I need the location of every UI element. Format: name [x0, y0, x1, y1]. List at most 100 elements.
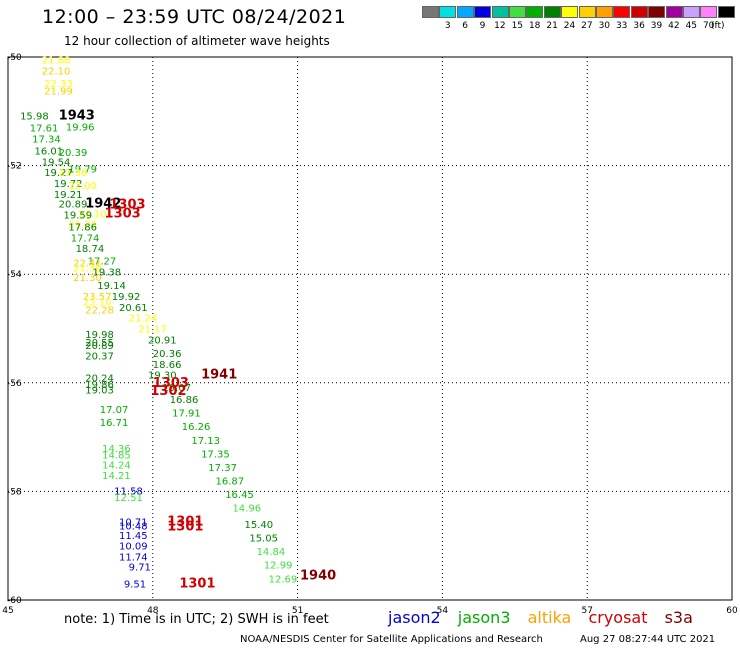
pass-time-label: 1301: [179, 577, 215, 592]
wave-height-label: 16.87: [216, 477, 245, 488]
wave-height-label: 19.72: [54, 179, 83, 190]
wave-height-label: 20.37: [85, 352, 114, 363]
legend-item-jason3: jason3: [457, 608, 511, 627]
wave-height-label: 19.14: [97, 281, 126, 292]
color-scale-swatch: [613, 6, 631, 18]
wave-height-label: 16.26: [182, 422, 211, 433]
color-scale-swatch: [630, 6, 648, 18]
x-tick-label: 48: [147, 606, 159, 616]
wave-height-label: 14.36: [102, 444, 131, 455]
legend-item-s3a: s3a: [664, 608, 693, 627]
color-scale-swatch: [683, 6, 700, 18]
pass-time-label: 1941: [201, 368, 237, 383]
x-tick-label: 60: [726, 606, 738, 616]
wave-height-label: 16.86: [170, 395, 199, 406]
color-scale-label: 12: [494, 21, 506, 31]
wave-height-label: 17.74: [71, 233, 100, 244]
color-scale-swatch: [665, 6, 683, 18]
color-scale-label: 24: [563, 21, 576, 31]
footer-credit: NOAA/NESDIS Center for Satellite Applica…: [240, 634, 543, 645]
wave-height-label: 15.05: [249, 534, 278, 545]
color-scale-swatch: [509, 6, 526, 18]
pass-time-label: 1303: [109, 198, 145, 213]
legend-item-cryosat: cryosat: [588, 608, 648, 627]
pass-time-label: 1301: [167, 520, 203, 535]
footer-timestamp: Aug 27 08:27:44 UTC 2021: [580, 634, 716, 645]
wave-height-label: 14.85: [102, 450, 131, 461]
wave-height-label: 22.41: [73, 258, 102, 269]
wave-height-label: 9.71: [129, 562, 151, 573]
wave-height-label: 21.88: [42, 56, 71, 67]
pass-time-label: 1303: [153, 376, 189, 391]
color-scale-label: 70: [702, 21, 715, 31]
wave-height-label: 23.10: [83, 297, 112, 308]
color-scale-swatch: [526, 6, 544, 18]
wave-height-label: 17.37: [208, 463, 237, 474]
y-tick-label: -60: [7, 596, 22, 606]
wave-height-label: 21.17: [138, 325, 167, 336]
color-scale-label: 45: [685, 21, 698, 31]
wave-height-label: 10.48: [119, 522, 148, 533]
wave-height-label: 15.40: [245, 520, 274, 531]
wave-height-label: 21.36: [59, 168, 88, 179]
wave-height-label: 14.96: [232, 504, 261, 515]
wave-height-label: 17.27: [88, 257, 117, 268]
pass-time-label: 1302: [150, 384, 186, 399]
wave-height-label: 17.35: [201, 449, 230, 460]
wave-height-label: 10.09: [119, 542, 148, 553]
color-scale-label: 6: [462, 21, 468, 31]
wave-height-label: 19.21: [54, 190, 83, 201]
color-scale-label: 21: [546, 21, 558, 31]
wave-height-label: 20.89: [59, 200, 88, 211]
wave-height-label: 20.91: [148, 335, 177, 346]
color-scale-swatch: [439, 6, 457, 18]
wave-height-label: 21.24: [129, 314, 158, 325]
color-scale-unit: (ft): [711, 21, 725, 31]
wave-height-label: 21.30: [73, 273, 102, 284]
wave-height-label: 19.86: [85, 380, 114, 391]
wave-height-label: 20.89: [85, 341, 114, 352]
wave-height-label: 18.66: [153, 360, 182, 371]
y-tick-label: -54: [7, 270, 22, 280]
color-scale-swatch: [578, 6, 596, 18]
wave-height-label: 18.74: [76, 244, 105, 255]
wave-height-label: 21.39: [73, 264, 102, 275]
wave-height-label: 14.24: [102, 460, 131, 471]
wave-height-label: 22.00: [68, 181, 97, 192]
wave-height-label: 19.07: [162, 383, 191, 394]
x-tick-label: 45: [2, 606, 13, 616]
wave-height-label: 10.71: [119, 517, 148, 528]
wave-height-label: 21.99: [44, 87, 73, 98]
plot-frame: [7, 56, 733, 601]
wave-height-label: 17.13: [191, 436, 220, 447]
color-scale-label: 33: [615, 21, 628, 31]
wave-height-label: 19.38: [92, 267, 121, 278]
color-scale-swatch: [596, 6, 613, 18]
wave-height-label: 12.99: [264, 561, 293, 572]
pass-time-label: 1942: [85, 197, 121, 212]
wave-height-label: 17.91: [172, 409, 201, 420]
wave-height-label: 22.33: [44, 79, 73, 90]
color-scale-swatch: [456, 6, 474, 18]
x-tick-label: 51: [292, 606, 303, 616]
wave-height-label: 19.03: [85, 385, 114, 396]
wave-height-label: 19.27: [44, 168, 73, 179]
y-tick-label: -58: [7, 487, 22, 497]
wave-height-label: 14.21: [102, 471, 131, 482]
y-tick-label: -56: [7, 379, 22, 389]
color-scale-swatch: [474, 6, 492, 18]
y-tick-label: -52: [7, 162, 22, 172]
color-scale-swatch: [561, 6, 579, 18]
color-scale-label: 30: [598, 21, 611, 31]
wave-height-label: 17.86: [68, 222, 97, 233]
chart-subtitle: 12 hour collection of altimeter wave hei…: [64, 34, 330, 48]
pass-time-label: 1301: [167, 514, 203, 529]
wave-height-label: 19.30: [148, 371, 177, 382]
wave-height-label: 19.98: [85, 330, 114, 341]
wave-height-label: 19.92: [112, 292, 141, 303]
wave-height-label: 19.54: [42, 157, 71, 168]
color-scale-label: 27: [581, 21, 593, 31]
wave-height-label: 19.59: [64, 210, 93, 221]
color-scale-swatch: [491, 6, 509, 18]
chart-title: 12:00 – 23:59 UTC 08/24/2021: [42, 6, 347, 28]
